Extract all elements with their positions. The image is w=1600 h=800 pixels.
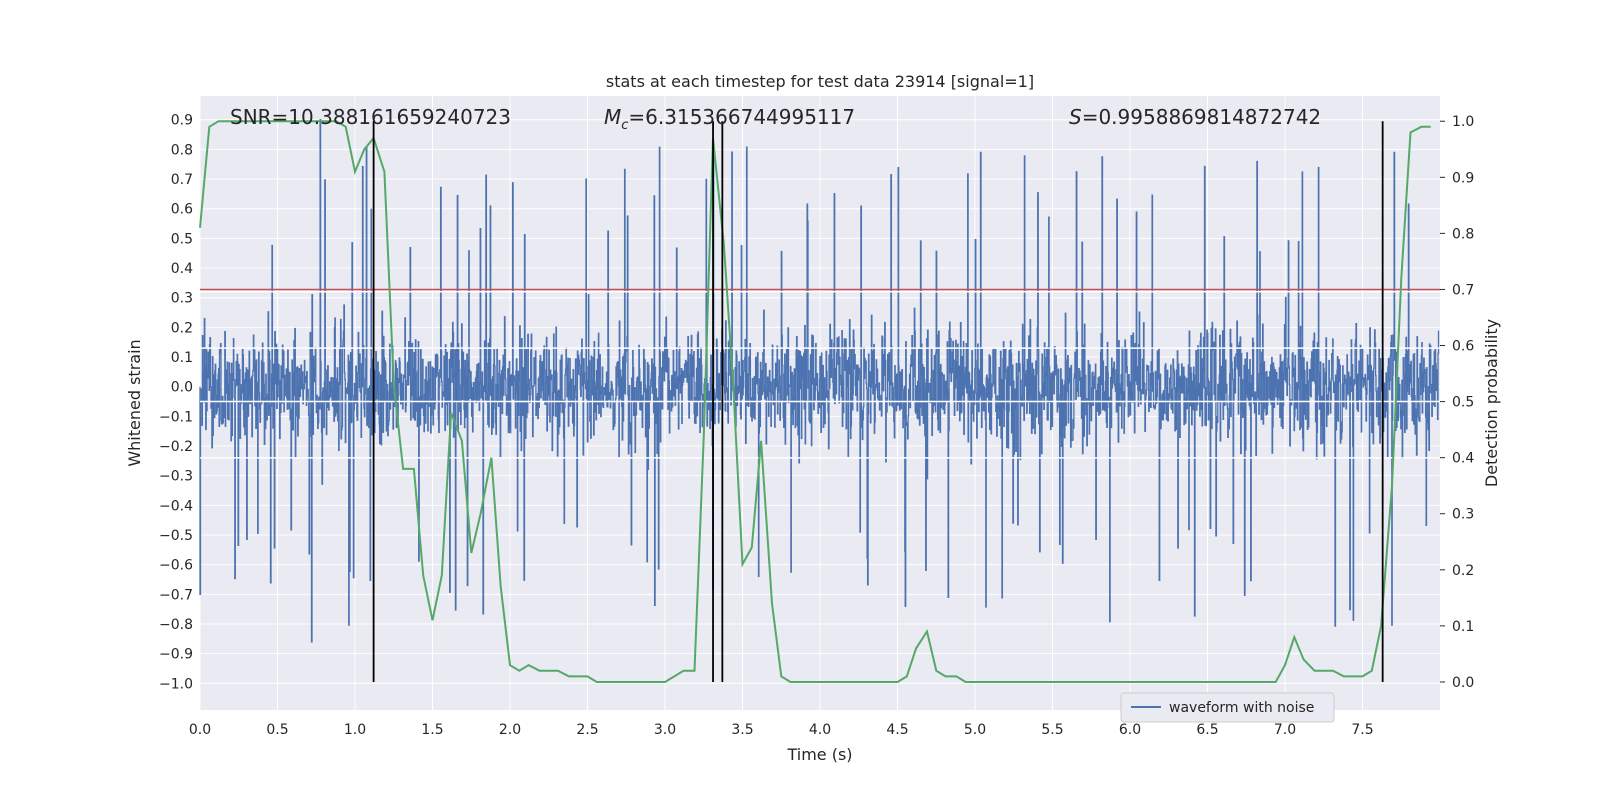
x-axis-label: Time (s) <box>786 745 852 764</box>
x-tick-label: 4.5 <box>886 722 908 738</box>
score-symbol: S <box>1069 105 1082 129</box>
y-right-tick-label: 0.9 <box>1452 170 1474 186</box>
score-annotation: S=0.9958869814872742 <box>1069 105 1321 129</box>
x-tick-label: 5.0 <box>964 722 986 738</box>
y-right-tick-label: 0.2 <box>1452 563 1474 579</box>
x-tick-label: 0.5 <box>266 722 288 738</box>
chirp-mass-symbol: M <box>604 105 621 129</box>
x-tick-label: 3.5 <box>731 722 753 738</box>
x-tick-label: 0.0 <box>189 722 211 738</box>
y-tick-label: 0.4 <box>171 261 193 277</box>
y-right-tick-label: 0.3 <box>1452 507 1474 523</box>
x-tick-label: 1.0 <box>344 722 366 738</box>
y-right-tick-label: 0.6 <box>1452 339 1474 355</box>
chart-title: stats at each timestep for test data 239… <box>606 72 1034 91</box>
y-tick-label: 0.5 <box>171 231 193 247</box>
y-tick-label: 0.9 <box>171 113 193 129</box>
x-tick-label: 3.0 <box>654 722 676 738</box>
y-right-tick-label: 1.0 <box>1452 114 1474 130</box>
x-tick-label: 2.5 <box>576 722 598 738</box>
y-tick-label: 0.2 <box>171 320 193 336</box>
y-tick-label: −0.8 <box>159 617 193 633</box>
y-axis-label-right: Detection probability <box>1482 319 1501 487</box>
y-tick-label: 0.3 <box>171 291 193 307</box>
detection-probability-line <box>199 120 1431 683</box>
y-right-tick-label: 0.5 <box>1452 395 1474 411</box>
y-tick-label: −0.6 <box>159 558 193 574</box>
y-tick-label: 0.1 <box>171 350 193 366</box>
y-right-tick-label: 0.4 <box>1452 451 1474 467</box>
y-axis-label-left: Whitened strain <box>125 339 144 466</box>
score-value: =0.9958869814872742 <box>1082 105 1321 129</box>
chirp-mass-value: =6.315366744995117 <box>628 105 855 129</box>
x-tick-label: 1.5 <box>421 722 443 738</box>
waveform-with-noise-line <box>199 119 1440 643</box>
x-tick-label: 4.0 <box>809 722 831 738</box>
y-right-tick-label: 0.8 <box>1452 226 1474 242</box>
chirp-mass-annotation: Mc=6.315366744995117 <box>604 105 855 133</box>
x-tick-label: 2.0 <box>499 722 521 738</box>
y-tick-label: 0.7 <box>171 172 193 188</box>
y-tick-label: −0.5 <box>159 528 193 544</box>
y-tick-label: −1.0 <box>159 676 193 692</box>
legend: waveform with noise <box>1120 692 1335 723</box>
x-tick-label: 6.5 <box>1196 722 1218 738</box>
y-tick-label: −0.7 <box>159 587 193 603</box>
x-tick-label: 7.5 <box>1351 722 1373 738</box>
y-tick-label: 0.6 <box>171 202 193 218</box>
legend-box <box>1120 692 1335 723</box>
legend-label: waveform with noise <box>1169 700 1314 716</box>
snr-annotation: SNR=10.388161659240723 <box>230 105 511 129</box>
y-tick-label: 0.8 <box>171 142 193 158</box>
x-tick-label: 6.0 <box>1119 722 1141 738</box>
y-tick-label: −0.4 <box>159 498 193 514</box>
vertical-markers <box>372 121 1384 682</box>
y-right-tick-label: 0.0 <box>1452 675 1474 691</box>
x-tick-label: 5.5 <box>1041 722 1063 738</box>
y-tick-label: −0.1 <box>159 409 193 425</box>
y-tick-label: −0.9 <box>159 647 193 663</box>
y-tick-label: −0.2 <box>159 439 193 455</box>
y-tick-label: −0.3 <box>159 469 193 485</box>
y-right-tick-label: 0.1 <box>1452 619 1474 635</box>
x-tick-label: 7.0 <box>1274 722 1296 738</box>
chirp-mass-subscript: c <box>621 118 628 133</box>
detection-probability-series <box>199 120 1431 683</box>
waveform-with-noise-series <box>199 119 1440 643</box>
horizontal-reference-lines <box>200 291 1440 459</box>
y-tick-label: 0.0 <box>171 380 193 396</box>
y-right-tick-label: 0.7 <box>1452 282 1474 298</box>
tick-labels: 0.9 0.8 0.7 0.6 0.5 0.4 0.3 0.2 0.1 0.0 −0.1 −0.2 −0… <box>159 113 1474 738</box>
